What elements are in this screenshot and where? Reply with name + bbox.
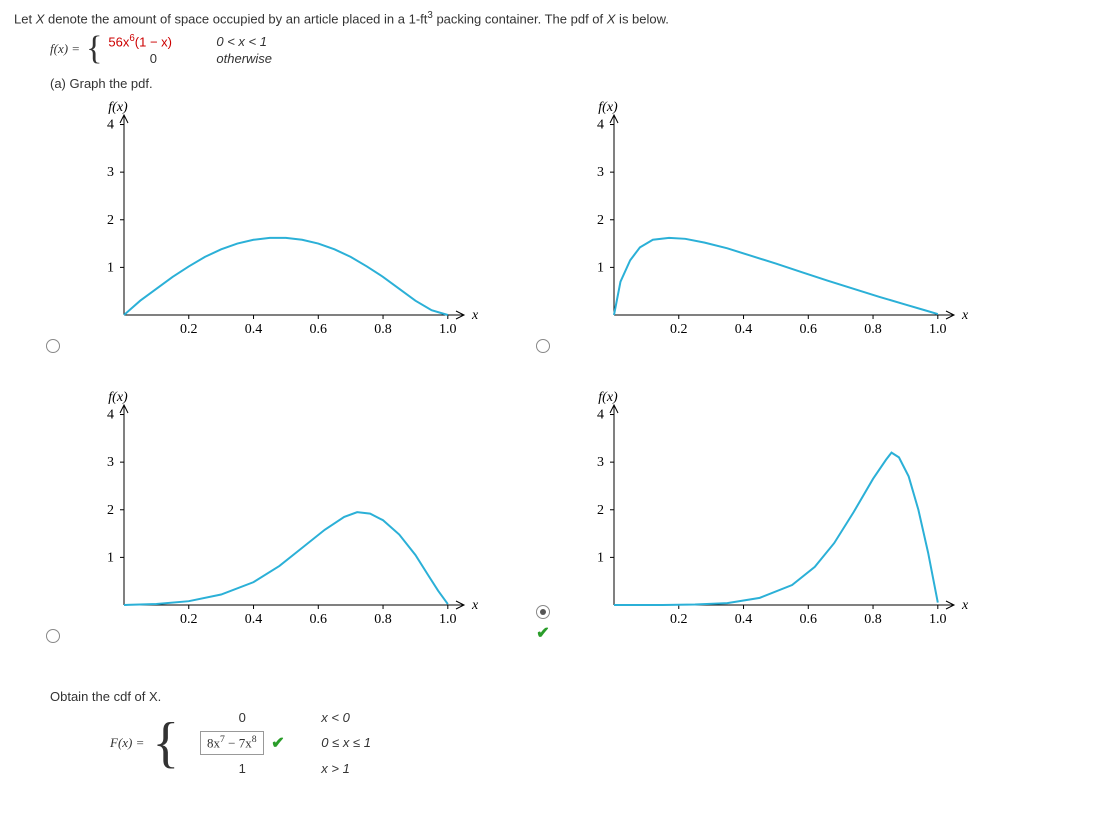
svg-text:f(x): f(x) bbox=[108, 100, 128, 115]
brace-icon: { bbox=[152, 715, 179, 771]
svg-text:3: 3 bbox=[597, 165, 604, 180]
graph-choice-a[interactable]: 1 2 3 4 0.2 0.4 0.6 0.8 1.0 f(x) x bbox=[74, 95, 554, 375]
txt: is below. bbox=[615, 11, 668, 26]
checkmark-icon: ✔ bbox=[536, 623, 549, 643]
answer-box[interactable]: 8x7 − 7x8 bbox=[200, 731, 264, 754]
radio-c[interactable] bbox=[46, 629, 60, 643]
svg-text:1: 1 bbox=[107, 551, 114, 566]
svg-text:x: x bbox=[961, 598, 969, 613]
problem-statement: Let X denote the amount of space occupie… bbox=[14, 10, 1094, 26]
svg-text:0.8: 0.8 bbox=[864, 322, 882, 337]
svg-text:1.0: 1.0 bbox=[439, 322, 457, 337]
cdf-lhs: F(x) = bbox=[110, 735, 144, 751]
graph-b: 1 2 3 4 0.2 0.4 0.6 0.8 1.0 f(x) x bbox=[564, 95, 984, 355]
cdf-cond-1: x < 0 bbox=[321, 710, 350, 725]
svg-text:0.4: 0.4 bbox=[735, 612, 753, 627]
cdf-cond-3: x > 1 bbox=[321, 761, 350, 776]
pdf-cond-2: otherwise bbox=[216, 51, 272, 66]
part-a-label: (a) Graph the pdf. bbox=[50, 76, 1094, 91]
checkmark-icon: ✔ bbox=[271, 735, 284, 752]
svg-text:0.4: 0.4 bbox=[245, 612, 263, 627]
svg-text:1.0: 1.0 bbox=[929, 612, 947, 627]
svg-text:4: 4 bbox=[597, 408, 604, 423]
svg-text:0.6: 0.6 bbox=[800, 322, 818, 337]
graph-choice-c[interactable]: 1 2 3 4 0.2 0.4 0.6 0.8 1.0 f(x) x bbox=[74, 385, 554, 665]
svg-text:4: 4 bbox=[107, 118, 114, 133]
svg-text:2: 2 bbox=[597, 503, 604, 518]
svg-text:0.6: 0.6 bbox=[310, 612, 328, 627]
svg-text:f(x): f(x) bbox=[108, 390, 128, 405]
pdf-lhs: f(x) = bbox=[50, 41, 80, 57]
radio-b[interactable] bbox=[536, 339, 550, 353]
svg-text:0.8: 0.8 bbox=[864, 612, 882, 627]
cdf-expr-1: 0 bbox=[187, 710, 297, 725]
svg-text:2: 2 bbox=[597, 213, 604, 228]
svg-text:0.4: 0.4 bbox=[735, 322, 753, 337]
svg-text:1.0: 1.0 bbox=[439, 612, 457, 627]
radio-a[interactable] bbox=[46, 339, 60, 353]
svg-text:4: 4 bbox=[107, 408, 114, 423]
cdf-prompt: Obtain the cdf of X. bbox=[50, 689, 1094, 704]
txt: Let bbox=[14, 11, 36, 26]
cdf-cond-2: 0 ≤ x ≤ 1 bbox=[321, 735, 371, 750]
svg-text:0.2: 0.2 bbox=[670, 612, 688, 627]
svg-text:f(x): f(x) bbox=[598, 100, 618, 115]
cdf-definition: F(x) = { 0 x < 0 8x7 − 7x8 ✔ 0 ≤ x ≤ 1 1… bbox=[110, 710, 1094, 775]
svg-text:2: 2 bbox=[107, 213, 114, 228]
graph-choice-d[interactable]: ✔ 12340.20.40.60.81.0f(x)x bbox=[564, 385, 1044, 665]
svg-text:x: x bbox=[471, 308, 479, 323]
txt: packing container. The pdf of bbox=[433, 11, 607, 26]
svg-text:0.6: 0.6 bbox=[310, 322, 328, 337]
cdf-expr-2[interactable]: 8x7 − 7x8 ✔ bbox=[187, 731, 297, 754]
radio-d[interactable] bbox=[536, 605, 550, 619]
svg-text:0.6: 0.6 bbox=[800, 612, 818, 627]
svg-text:2: 2 bbox=[107, 503, 114, 518]
svg-text:x: x bbox=[471, 598, 479, 613]
svg-text:3: 3 bbox=[597, 455, 604, 470]
brace-icon: { bbox=[86, 32, 102, 66]
svg-text:x: x bbox=[961, 308, 969, 323]
svg-text:0.8: 0.8 bbox=[374, 612, 392, 627]
svg-text:1: 1 bbox=[597, 551, 604, 566]
svg-text:3: 3 bbox=[107, 455, 114, 470]
svg-text:1: 1 bbox=[107, 261, 114, 276]
svg-text:0.2: 0.2 bbox=[180, 612, 198, 627]
graph-a: 1 2 3 4 0.2 0.4 0.6 0.8 1.0 f(x) x bbox=[74, 95, 494, 355]
svg-text:0.8: 0.8 bbox=[374, 322, 392, 337]
svg-text:1: 1 bbox=[597, 261, 604, 276]
svg-text:1.0: 1.0 bbox=[929, 322, 947, 337]
pdf-definition: f(x) = { 56x6(1 − x) 0 < x < 1 0 otherwi… bbox=[50, 32, 1094, 66]
pdf-cond-1: 0 < x < 1 bbox=[216, 34, 267, 49]
graph-choices: 1 2 3 4 0.2 0.4 0.6 0.8 1.0 f(x) x 1 2 3 4 0.2 0.4 0.6 0.… bbox=[74, 95, 1094, 665]
svg-text:3: 3 bbox=[107, 165, 114, 180]
pdf-expr-2: 0 bbox=[108, 51, 198, 66]
graph-c: 1 2 3 4 0.2 0.4 0.6 0.8 1.0 f(x) x bbox=[74, 385, 494, 645]
svg-text:4: 4 bbox=[597, 118, 604, 133]
pdf-expr-1: 56x6(1 − x) bbox=[108, 33, 198, 49]
txt: denote the amount of space occupied by a… bbox=[44, 11, 427, 26]
svg-text:f(x): f(x) bbox=[598, 390, 618, 405]
svg-text:0.2: 0.2 bbox=[180, 322, 198, 337]
graph-d: 1 2 3 4 0.2 0.4 0.6 0.8 1.0 f(x) x bbox=[564, 385, 984, 645]
cdf-section: Obtain the cdf of X. F(x) = { 0 x < 0 8x… bbox=[50, 689, 1094, 775]
svg-text:0.4: 0.4 bbox=[245, 322, 263, 337]
cdf-expr-3: 1 bbox=[187, 761, 297, 776]
svg-text:0.2: 0.2 bbox=[670, 322, 688, 337]
graph-choice-b[interactable]: 1 2 3 4 0.2 0.4 0.6 0.8 1.0 f(x) x bbox=[564, 95, 1044, 375]
